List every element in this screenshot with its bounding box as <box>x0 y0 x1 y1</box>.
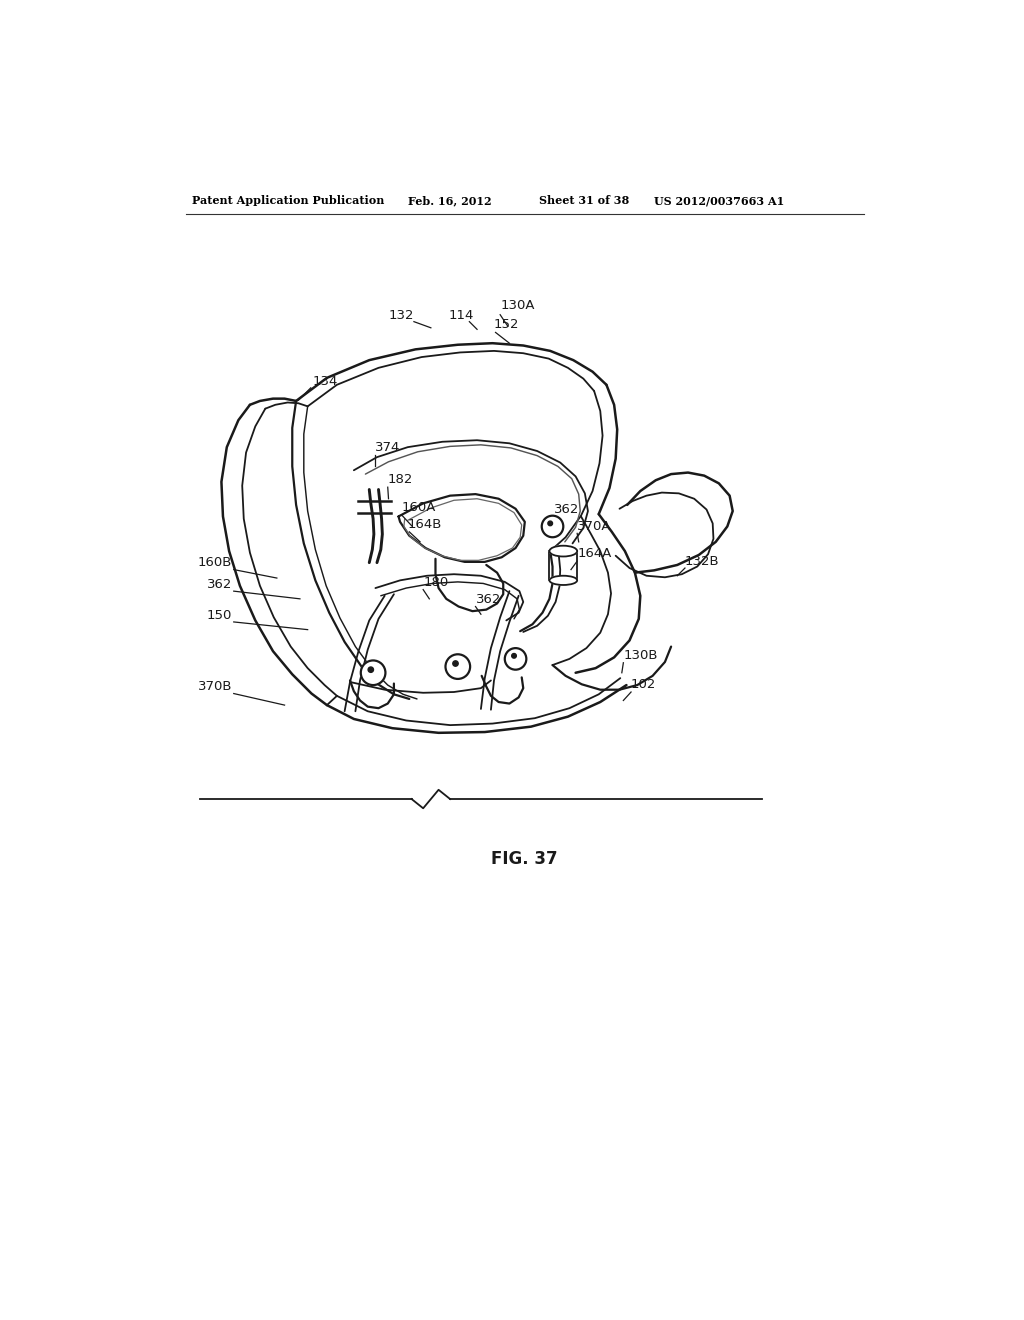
Text: US 2012/0037663 A1: US 2012/0037663 A1 <box>654 195 784 206</box>
Text: 130A: 130A <box>500 300 535 313</box>
Text: 132: 132 <box>389 309 415 322</box>
Text: Feb. 16, 2012: Feb. 16, 2012 <box>408 195 492 206</box>
Text: 152: 152 <box>494 318 519 331</box>
Text: 160A: 160A <box>401 502 436 513</box>
Text: 180: 180 <box>423 576 449 589</box>
Circle shape <box>360 660 385 685</box>
Text: 160B: 160B <box>198 557 232 569</box>
Text: 150: 150 <box>207 609 232 622</box>
Text: 182: 182 <box>388 474 413 486</box>
Text: Sheet 31 of 38: Sheet 31 of 38 <box>539 195 629 206</box>
Text: 164A: 164A <box>578 548 611 560</box>
Text: 362: 362 <box>207 578 232 591</box>
Circle shape <box>453 661 458 667</box>
Circle shape <box>512 653 516 659</box>
Text: 132B: 132B <box>685 554 720 568</box>
Text: 102: 102 <box>631 678 656 692</box>
Text: 362: 362 <box>475 594 501 606</box>
Text: 134: 134 <box>312 375 338 388</box>
Circle shape <box>445 655 470 678</box>
Circle shape <box>542 516 563 537</box>
Circle shape <box>505 648 526 669</box>
Circle shape <box>368 667 374 672</box>
Text: 362: 362 <box>554 503 580 516</box>
Text: 370A: 370A <box>578 520 611 532</box>
Text: Patent Application Publication: Patent Application Publication <box>193 195 385 206</box>
Text: 114: 114 <box>449 309 474 322</box>
Text: FIG. 37: FIG. 37 <box>492 850 558 869</box>
Ellipse shape <box>550 576 578 585</box>
Text: 370B: 370B <box>198 680 232 693</box>
Ellipse shape <box>550 545 578 557</box>
Text: 130B: 130B <box>624 649 657 661</box>
Text: 164B: 164B <box>408 517 442 531</box>
Text: 374: 374 <box>376 441 400 454</box>
Circle shape <box>548 521 553 525</box>
